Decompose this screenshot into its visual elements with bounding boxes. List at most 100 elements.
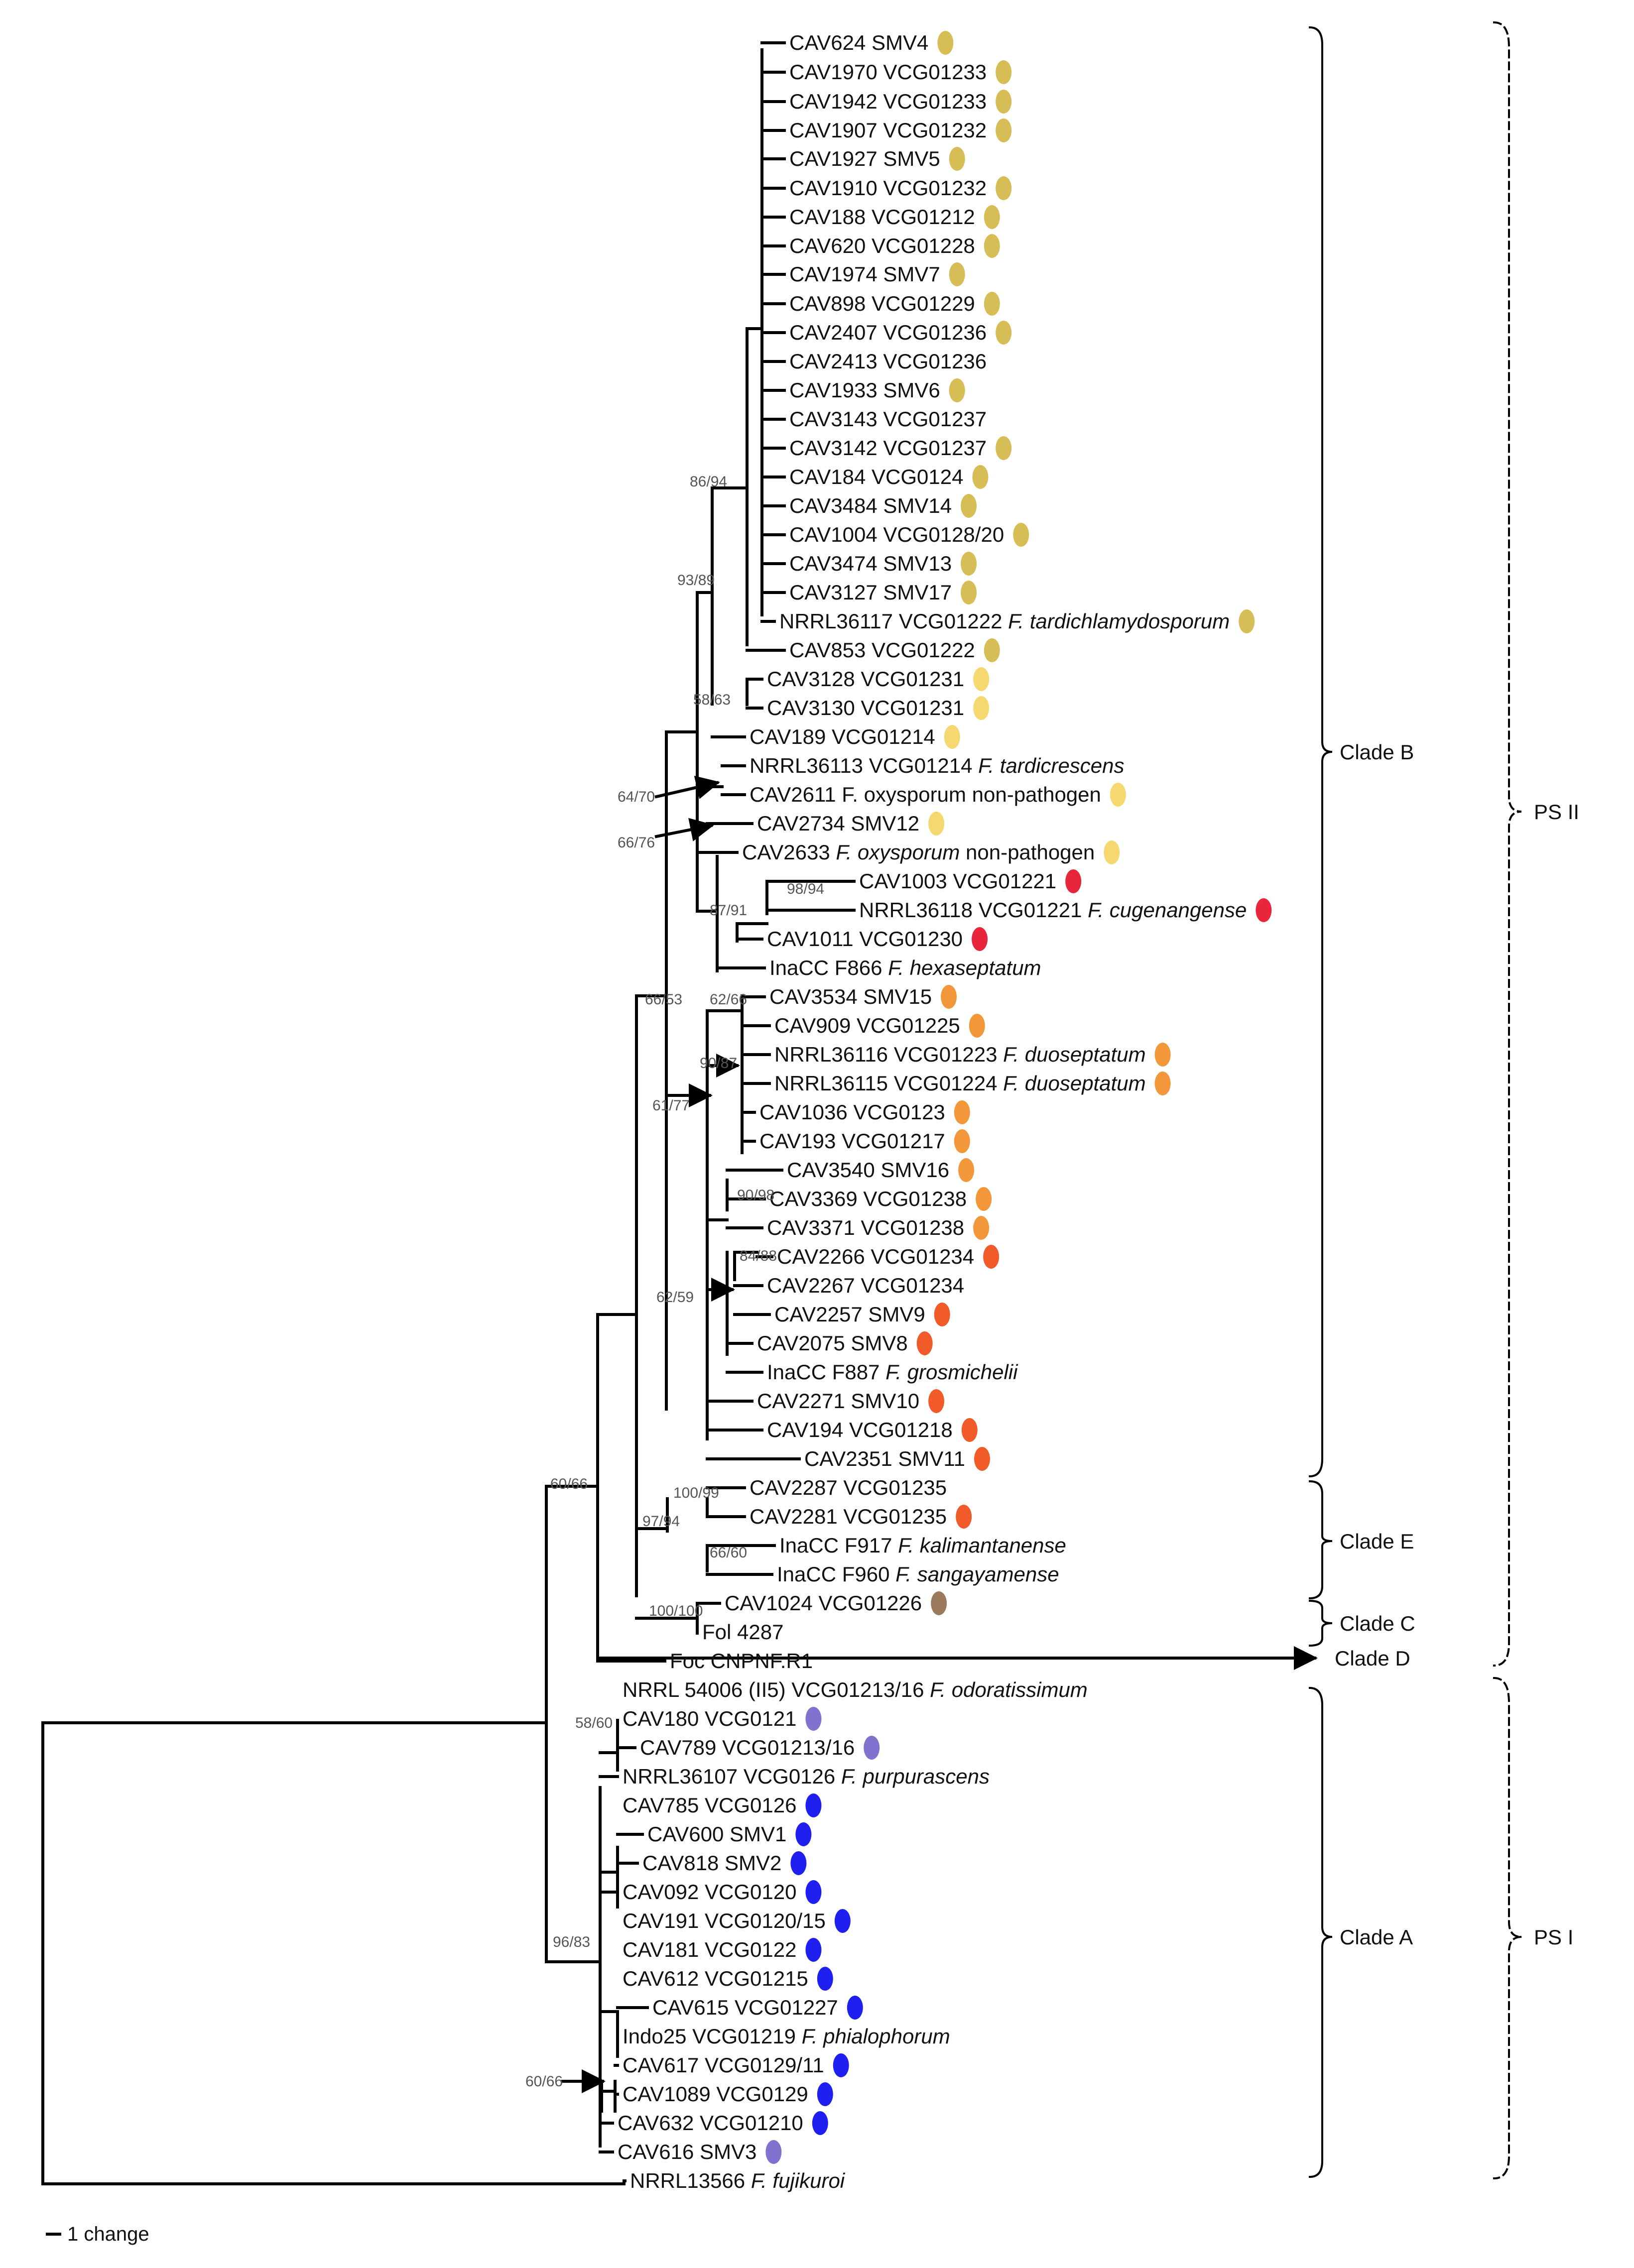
clade-color-dot: [973, 1216, 990, 1240]
tip-strain: CAV2413 VCG01236: [789, 350, 987, 373]
tip-strain: CAV2257 SMV9: [774, 1303, 925, 1326]
tip-strain: CAV898 VCG01229: [789, 292, 975, 315]
tip-label: CAV188 VCG01212: [789, 205, 975, 229]
tip-label: CAV3128 VCG01231: [767, 667, 964, 691]
clade-color-dot: [916, 1331, 933, 1355]
tip-strain: CAV1974 SMV7: [789, 262, 940, 286]
tip-label: CAV1004 VCG0128/20: [789, 523, 1004, 546]
tip-label: CAV2267 VCG01234: [767, 1274, 964, 1297]
support-value: 100/99: [673, 1485, 719, 1501]
tip-strain: CAV3127 SMV17: [789, 581, 952, 604]
support-value: 60/66: [550, 1476, 588, 1492]
tip-strain: CAV624 SMV4: [789, 31, 928, 54]
clade-color-dot: [984, 234, 1000, 258]
tip-strain: Fol 4287: [702, 1620, 783, 1644]
tip-label: CAV2257 SMV9: [774, 1303, 925, 1326]
tip-strain: CAV189 VCG01214: [750, 725, 935, 748]
tip-label: CAV1970 VCG01233: [789, 60, 987, 84]
tip-label: CAV1089 VCG0129: [623, 2082, 808, 2106]
clade-label-b: Clade B: [1340, 740, 1414, 764]
clade-color-dot: [961, 552, 977, 576]
clade-color-dot: [1239, 609, 1255, 633]
tip-strain: CAV2734 SMV12: [757, 812, 919, 835]
clade-color-dot: [817, 1967, 833, 1991]
tip-strain: CAV1024 VCG01226: [725, 1591, 922, 1615]
tip-strain: CAV194 VCG01218: [767, 1418, 953, 1441]
tip-strain: CAV180 VCG0121: [623, 1707, 796, 1730]
tip-label: NRRL36113 VCG01214 F. tardicrescens: [750, 754, 1125, 777]
tip-label: CAV2407 VCG01236: [789, 321, 987, 344]
tip-label: CAV2734 SMV12: [757, 812, 919, 835]
tip-label: NRRL13566 F. fujikuroi: [630, 2169, 846, 2192]
tip-strain: CAV3484 SMV14: [789, 494, 952, 517]
clade-color-dot: [961, 1418, 978, 1442]
tip-label: CAV191 VCG0120/15: [623, 1909, 826, 1932]
tip-strain: CAV600 SMV1: [647, 1822, 786, 1846]
tip-label: CAV612 VCG01215: [623, 1967, 808, 1990]
tip-label: CAV2413 VCG01236: [789, 350, 987, 373]
tip-label: NRRL36115 VCG01224 F. duoseptatum: [774, 1072, 1146, 1095]
tip-label: NRRL 54006 (II5) VCG01213/16 F. odoratis…: [623, 1678, 1088, 1701]
tip-suffix: non-pathogen: [960, 840, 1095, 864]
tip-strain: CAV2287 VCG01235: [750, 1476, 947, 1499]
tip-species: F. odoratissimum: [924, 1678, 1087, 1701]
tip-label: CAV785 VCG0126: [623, 1793, 796, 1817]
clade-color-dot: [928, 1389, 945, 1413]
tip-strain: CAV181 VCG0122: [623, 1938, 796, 1961]
clade-brackets: [1308, 21, 1522, 2180]
tip-label: CAV1011 VCG01230: [767, 927, 963, 951]
clade-color-dot: [976, 1187, 992, 1211]
tip-strain: CAV1089 VCG0129: [623, 2082, 808, 2106]
clade-color-dot: [983, 1245, 1000, 1269]
tip-species: F. duoseptatum: [998, 1043, 1146, 1066]
group-label-ps-ii: PS II: [1534, 800, 1579, 824]
tip-strain: CAV1004 VCG0128/20: [789, 523, 1004, 546]
clade-label-c: Clade C: [1340, 1612, 1415, 1635]
clade-color-dot: [928, 812, 945, 836]
clade-color-dot: [765, 2140, 782, 2164]
support-value: 58/63: [693, 692, 731, 708]
tip-label: CAV617 VCG0129/11: [623, 2053, 824, 2077]
support-value: 58/60: [575, 1715, 613, 1731]
clade-color-dot: [937, 31, 954, 55]
tip-label: CAV181 VCG0122: [623, 1938, 796, 1961]
tip-strain: NRRL36115 VCG01224: [774, 1072, 998, 1095]
tip-strain: CAV3474 SMV13: [789, 552, 952, 575]
tip-strain: CAV3128 VCG01231: [767, 667, 964, 691]
clade-color-dot: [996, 90, 1012, 114]
tip-labels: CAV624 SMV4 CAV1970 VCG01233 CAV1942 VCG01…: [618, 31, 1247, 2192]
tip-label: InaCC F960 F. sangayamense: [777, 1562, 1059, 1586]
clade-color-dot: [817, 2082, 833, 2106]
tip-label: CAV1933 SMV6: [789, 378, 940, 402]
clade-color-dot: [1256, 898, 1272, 922]
tip-strain: CAV2281 VCG01235: [750, 1505, 947, 1528]
tip-label: CAV3369 VCG01238: [769, 1187, 967, 1210]
tip-label: CAV1974 SMV7: [789, 262, 940, 286]
clade-color-dot: [984, 638, 1000, 662]
tip-strain: CAV1910 VCG01232: [789, 176, 987, 200]
tip-strain: CAV3130 VCG01231: [767, 696, 964, 719]
tip-label: CAV3371 VCG01238: [767, 1216, 964, 1239]
tip-label: CAV092 VCG0120: [623, 1880, 796, 1904]
tip-label: CAV615 VCG01227: [652, 1996, 838, 2019]
tip-label: CAV2611 F. oxysporum non-pathogen: [750, 783, 1101, 806]
tip-strain: CAV1927 SMV5: [789, 147, 940, 170]
tip-strain: CAV1942 VCG01233: [789, 90, 987, 113]
tip-strain: CAV3369 VCG01238: [769, 1187, 967, 1210]
support-value: 62/59: [656, 1289, 694, 1306]
tip-label: CAV1907 VCG01232: [789, 119, 987, 142]
tip-label: CAV2266 VCG01234: [777, 1245, 974, 1268]
tip-strain: CAV853 VCG01222: [789, 638, 975, 662]
tip-label: CAV3534 SMV15: [769, 985, 932, 1008]
tip-label: CAV3474 SMV13: [789, 552, 952, 575]
tip-strain: CAV632 VCG01210: [618, 2111, 803, 2135]
tip-label: NRRL36116 VCG01223 F. duoseptatum: [774, 1043, 1146, 1066]
tree-branches: [41, 41, 1318, 2236]
clade-color-dot: [941, 985, 957, 1009]
tip-species: F. grosmichelii: [880, 1360, 1018, 1384]
tip-strain: CAV188 VCG01212: [789, 205, 975, 229]
clade-color-dot: [954, 1129, 970, 1153]
tip-label: CAV2075 SMV8: [757, 1331, 908, 1355]
clade-color-dot: [949, 378, 965, 402]
